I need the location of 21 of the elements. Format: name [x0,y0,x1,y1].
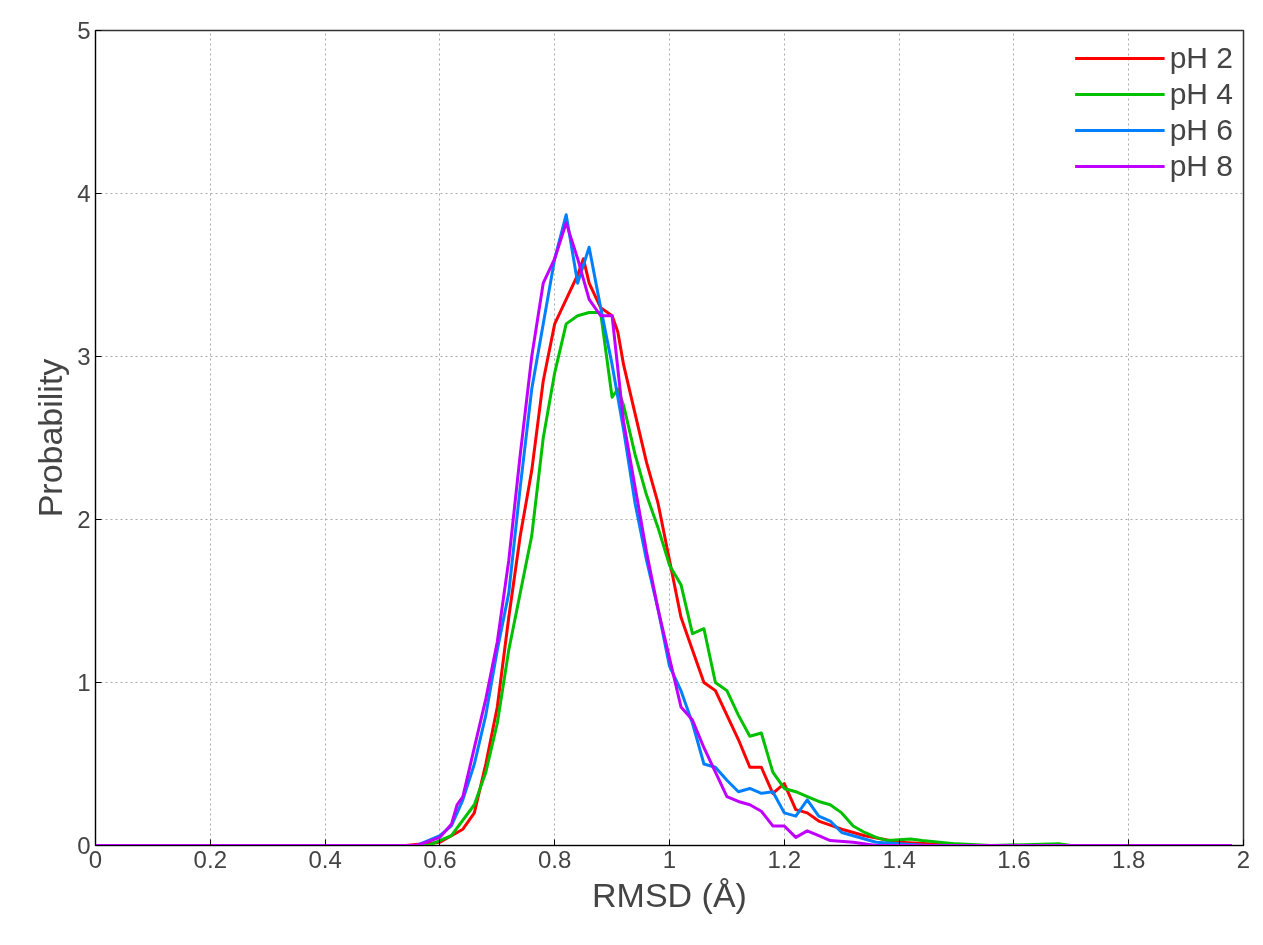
legend-label: pH 4 [1169,76,1233,112]
x-tick-label: 2 [1236,845,1251,873]
legend-label: pH 8 [1169,148,1233,184]
y-tick-label: 2 [77,506,91,533]
x-tick-label: 1.8 [1112,845,1146,873]
x-tick-label: 0.2 [193,845,227,873]
legend-label: pH 6 [1169,112,1233,148]
legend-label: pH 2 [1169,40,1233,76]
x-axis-title: RMSD (Å) [592,875,747,914]
x-tick-label: 0.6 [423,845,457,873]
x-tick-label: 0.8 [538,845,572,873]
y-tick-label: 4 [77,180,91,207]
x-tick-label: 1.4 [882,845,916,873]
y-tick-label: 1 [77,669,91,696]
x-tick-label: 1.6 [997,845,1031,873]
x-tick-label: 1.2 [767,845,801,873]
y-axis-title: Probability [31,358,70,518]
x-tick-label: 1 [662,845,677,873]
x-tick-label: 0.4 [308,845,342,873]
y-tick-label: 5 [77,17,91,44]
y-tick-label: 3 [77,343,91,370]
